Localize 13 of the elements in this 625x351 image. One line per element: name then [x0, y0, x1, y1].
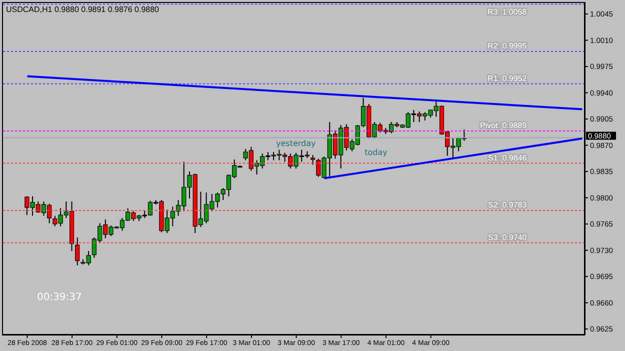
- ref-line-label: R3: 1.0058: [488, 7, 528, 16]
- ref-line-label: S3: 0.9740: [488, 232, 528, 242]
- annotation: 00:39:37: [36, 292, 82, 303]
- ref-line-label: S2: 0.9783: [488, 200, 528, 210]
- ref-line-label: Pivot: 0.9889: [480, 121, 528, 130]
- candlestick: [75, 237, 80, 266]
- ref-line-label: R1: 0.9952: [488, 74, 528, 83]
- ref-line-label: S1: 0.9846: [488, 153, 528, 162]
- annotation: today: [364, 148, 388, 157]
- ref-line-label: R2: 0.9995: [488, 42, 528, 50]
- candlestick: [310, 154, 316, 166]
- chart-title: USDCAD,H1 0.9880 0.9891 0.9876 0.9880: [6, 5, 159, 14]
- annotation: yesterday: [276, 138, 316, 148]
